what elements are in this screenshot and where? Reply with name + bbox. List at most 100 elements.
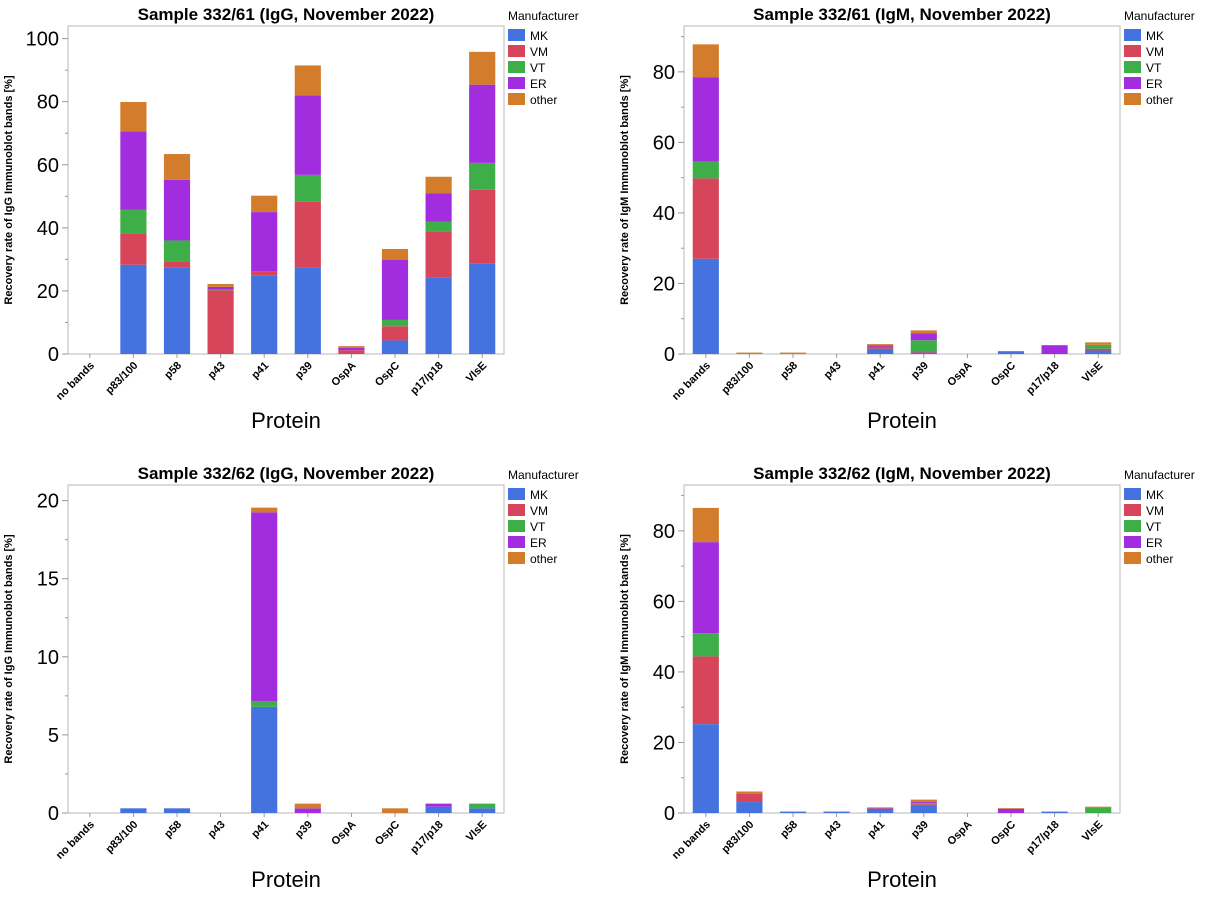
- plot-frame: [67, 484, 505, 814]
- x-tick-label-p39: p39: [909, 819, 931, 841]
- bar-p43-mk: [823, 811, 850, 813]
- bar-p83-100-vt: [120, 209, 147, 234]
- bar-ospa-er: [338, 347, 365, 351]
- bar-ospc-er: [381, 260, 409, 320]
- bar-p41-other: [867, 807, 894, 809]
- plot-frame: [683, 484, 1121, 814]
- bar-p39-vm: [910, 351, 937, 353]
- y-tick-label: 40: [653, 662, 675, 684]
- bar-no-bands-er: [692, 542, 719, 634]
- bar-no-bands-vm: [692, 178, 719, 259]
- bar-p58-er: [163, 179, 191, 241]
- bar-vlse-vt: [469, 803, 496, 809]
- x-tick-label-vlse: VlsE: [1080, 360, 1105, 385]
- bar-p58-vt: [163, 240, 191, 262]
- x-tick-label-p17-p18: p17/p18: [408, 360, 445, 397]
- bar-p41-other: [251, 507, 278, 513]
- bar-no-bands-mk: [692, 724, 719, 813]
- bar-vlse-mk: [469, 263, 496, 354]
- bar-ospc-er: [997, 808, 1025, 813]
- bar-ospc-mk: [997, 351, 1025, 354]
- bar-p83-100-mk: [120, 808, 147, 813]
- bar-vlse-other: [469, 51, 496, 85]
- legend-swatch-other: [508, 93, 525, 105]
- x-tick-label-p58: p58: [162, 360, 184, 382]
- legend-label-other: other: [530, 93, 557, 107]
- x-tick-label-p41: p41: [865, 819, 887, 841]
- y-tick-label: 60: [653, 132, 675, 154]
- x-axis-label: Protein: [867, 867, 937, 892]
- bar-p58-other: [163, 154, 191, 180]
- bar-p83-100-mk: [120, 264, 147, 354]
- bar-p39-mk: [294, 267, 321, 354]
- bar-p39-er: [294, 808, 321, 813]
- x-tick-label-vlse: VlsE: [464, 819, 489, 844]
- legend-swatch-vm: [508, 45, 525, 57]
- plot-frame: [683, 25, 1121, 355]
- legend-title: Manufacturer: [508, 468, 579, 482]
- bar-no-bands-vt: [692, 633, 719, 657]
- legend-swatch-er: [1124, 77, 1141, 89]
- bar-p39-vm: [294, 201, 321, 268]
- y-tick-label: 100: [26, 29, 59, 51]
- legend-swatch-er: [508, 77, 525, 89]
- chart-svg: Sample 332/62 (IgG, November 2022) 0 5 10 15…: [3, 464, 579, 892]
- bar-p39-other: [294, 803, 321, 809]
- y-tick-label: 60: [653, 591, 675, 613]
- x-tick-label-p17-p18: p17/p18: [1024, 819, 1061, 856]
- legend-label-vt: VT: [1146, 520, 1162, 534]
- bar-p58-mk: [779, 811, 807, 813]
- x-tick-label-p39: p39: [293, 360, 315, 382]
- bar-p41-vt: [251, 701, 278, 707]
- bar-no-bands-other: [692, 44, 719, 78]
- bar-p43-other: [207, 283, 234, 287]
- bar-ospc-other: [381, 808, 409, 813]
- x-tick-label-p17-p18: p17/p18: [1024, 360, 1061, 397]
- y-tick-label: 60: [37, 155, 59, 177]
- bar-ospc-other: [381, 248, 409, 261]
- legend-swatch-mk: [508, 488, 525, 500]
- legend-swatch-vt: [508, 61, 525, 73]
- legend-label-vm: VM: [530, 45, 548, 59]
- x-tick-label-no-bands: no bands: [670, 819, 713, 862]
- legend-label-vm: VM: [1146, 45, 1164, 59]
- bar-p17-p18-er: [425, 803, 452, 807]
- bar-no-bands-vm: [692, 656, 719, 725]
- legend-label-mk: MK: [1146, 29, 1164, 43]
- bar-p17-p18-er: [1041, 345, 1068, 354]
- x-tick-label-p58: p58: [778, 819, 800, 841]
- bar-ospa-vm: [338, 350, 365, 354]
- x-tick-label-p58: p58: [778, 360, 800, 382]
- y-tick-label: 0: [48, 344, 59, 366]
- chart-panel-igg-332-61: Sample 332/61 (IgG, November 2022) 0 20 40 6…: [0, 0, 616, 463]
- legend-label-vm: VM: [530, 504, 548, 518]
- bar-p17-p18-vt: [425, 221, 452, 232]
- x-tick-label-p83-100: p83/100: [103, 360, 140, 397]
- bar-p58-other: [779, 352, 807, 354]
- x-tick-label-p43: p43: [206, 819, 228, 841]
- x-tick-label-ospc: OspC: [989, 819, 1018, 848]
- legend-title: Manufacturer: [1124, 468, 1195, 482]
- x-tick-label-ospa: OspA: [945, 360, 974, 389]
- y-tick-label: 80: [37, 92, 59, 114]
- x-tick-label-ospa: OspA: [945, 819, 974, 848]
- bar-p41-mk: [867, 809, 894, 813]
- y-tick-label: 20: [37, 281, 59, 303]
- x-tick-label-ospc: OspC: [373, 819, 402, 848]
- legend-label-mk: MK: [530, 29, 548, 43]
- bar-vlse-er: [469, 84, 496, 163]
- x-tick-label-p83-100: p83/100: [719, 819, 756, 856]
- legend-label-vt: VT: [530, 61, 546, 75]
- bar-p41-mk: [251, 275, 278, 354]
- x-tick-label-p58: p58: [162, 819, 184, 841]
- x-tick-label-no-bands: no bands: [54, 360, 97, 403]
- legend-swatch-vt: [1124, 520, 1141, 532]
- legend-label-er: ER: [1146, 536, 1163, 550]
- bar-p41-er: [867, 808, 894, 810]
- bar-p17-p18-mk: [425, 806, 452, 813]
- bar-p58-mk: [163, 808, 191, 813]
- bar-p58-vm: [163, 261, 191, 268]
- bar-ospc-vt: [381, 319, 409, 327]
- chart-title: Sample 332/62 (IgG, November 2022): [138, 464, 435, 483]
- bar-p83-100-other: [120, 102, 147, 132]
